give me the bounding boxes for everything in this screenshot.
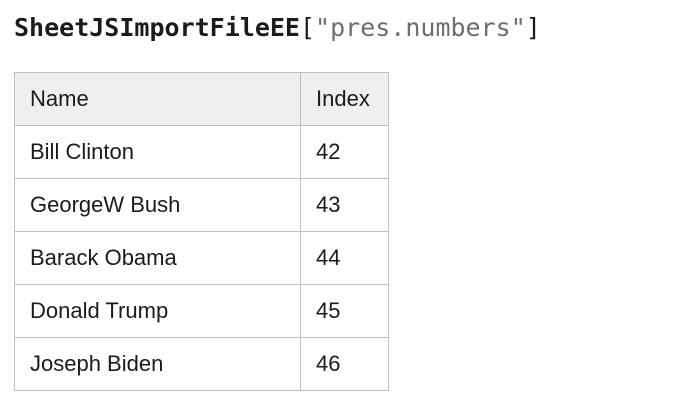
title-open-bracket: [ [299,13,316,42]
title-function-name: SheetJSImportFileEE [14,13,300,42]
table-row: Joseph Biden 46 [14,337,389,391]
presidents-table: Name Index Bill Clinton 42 GeorgeW Bush 43 B… [14,72,389,391]
cell-index: 44 [300,231,389,285]
table-row: Donald Trump 45 [14,284,389,338]
cell-name: Bill Clinton [14,125,301,179]
cell-index: 46 [300,337,389,391]
cell-name: GeorgeW Bush [14,178,301,232]
table-row: Bill Clinton 42 [14,125,389,179]
cell-index: 43 [300,178,389,232]
cell-name: Barack Obama [14,231,301,285]
title-close-bracket: ] [525,13,541,42]
cell-index: 42 [300,125,389,179]
cell-name: Donald Trump [14,284,301,338]
cell-name: Joseph Biden [14,337,301,391]
column-header-name: Name [14,72,301,126]
table-row: Barack Obama 44 [14,231,389,285]
table-body: Bill Clinton 42 GeorgeW Bush 43 Barack Obama… [14,125,389,391]
page: SheetJSImportFileEE["pres.numbers"] Name… [14,11,684,391]
column-header-index: Index [300,72,389,126]
table-header-row: Name Index [14,72,389,126]
cell-index: 45 [300,284,389,338]
table-header: Name Index [14,72,389,126]
title-string-argument: "pres.numbers" [315,13,526,42]
page-title: SheetJSImportFileEE["pres.numbers"] [14,11,684,44]
table-row: GeorgeW Bush 43 [14,178,389,232]
